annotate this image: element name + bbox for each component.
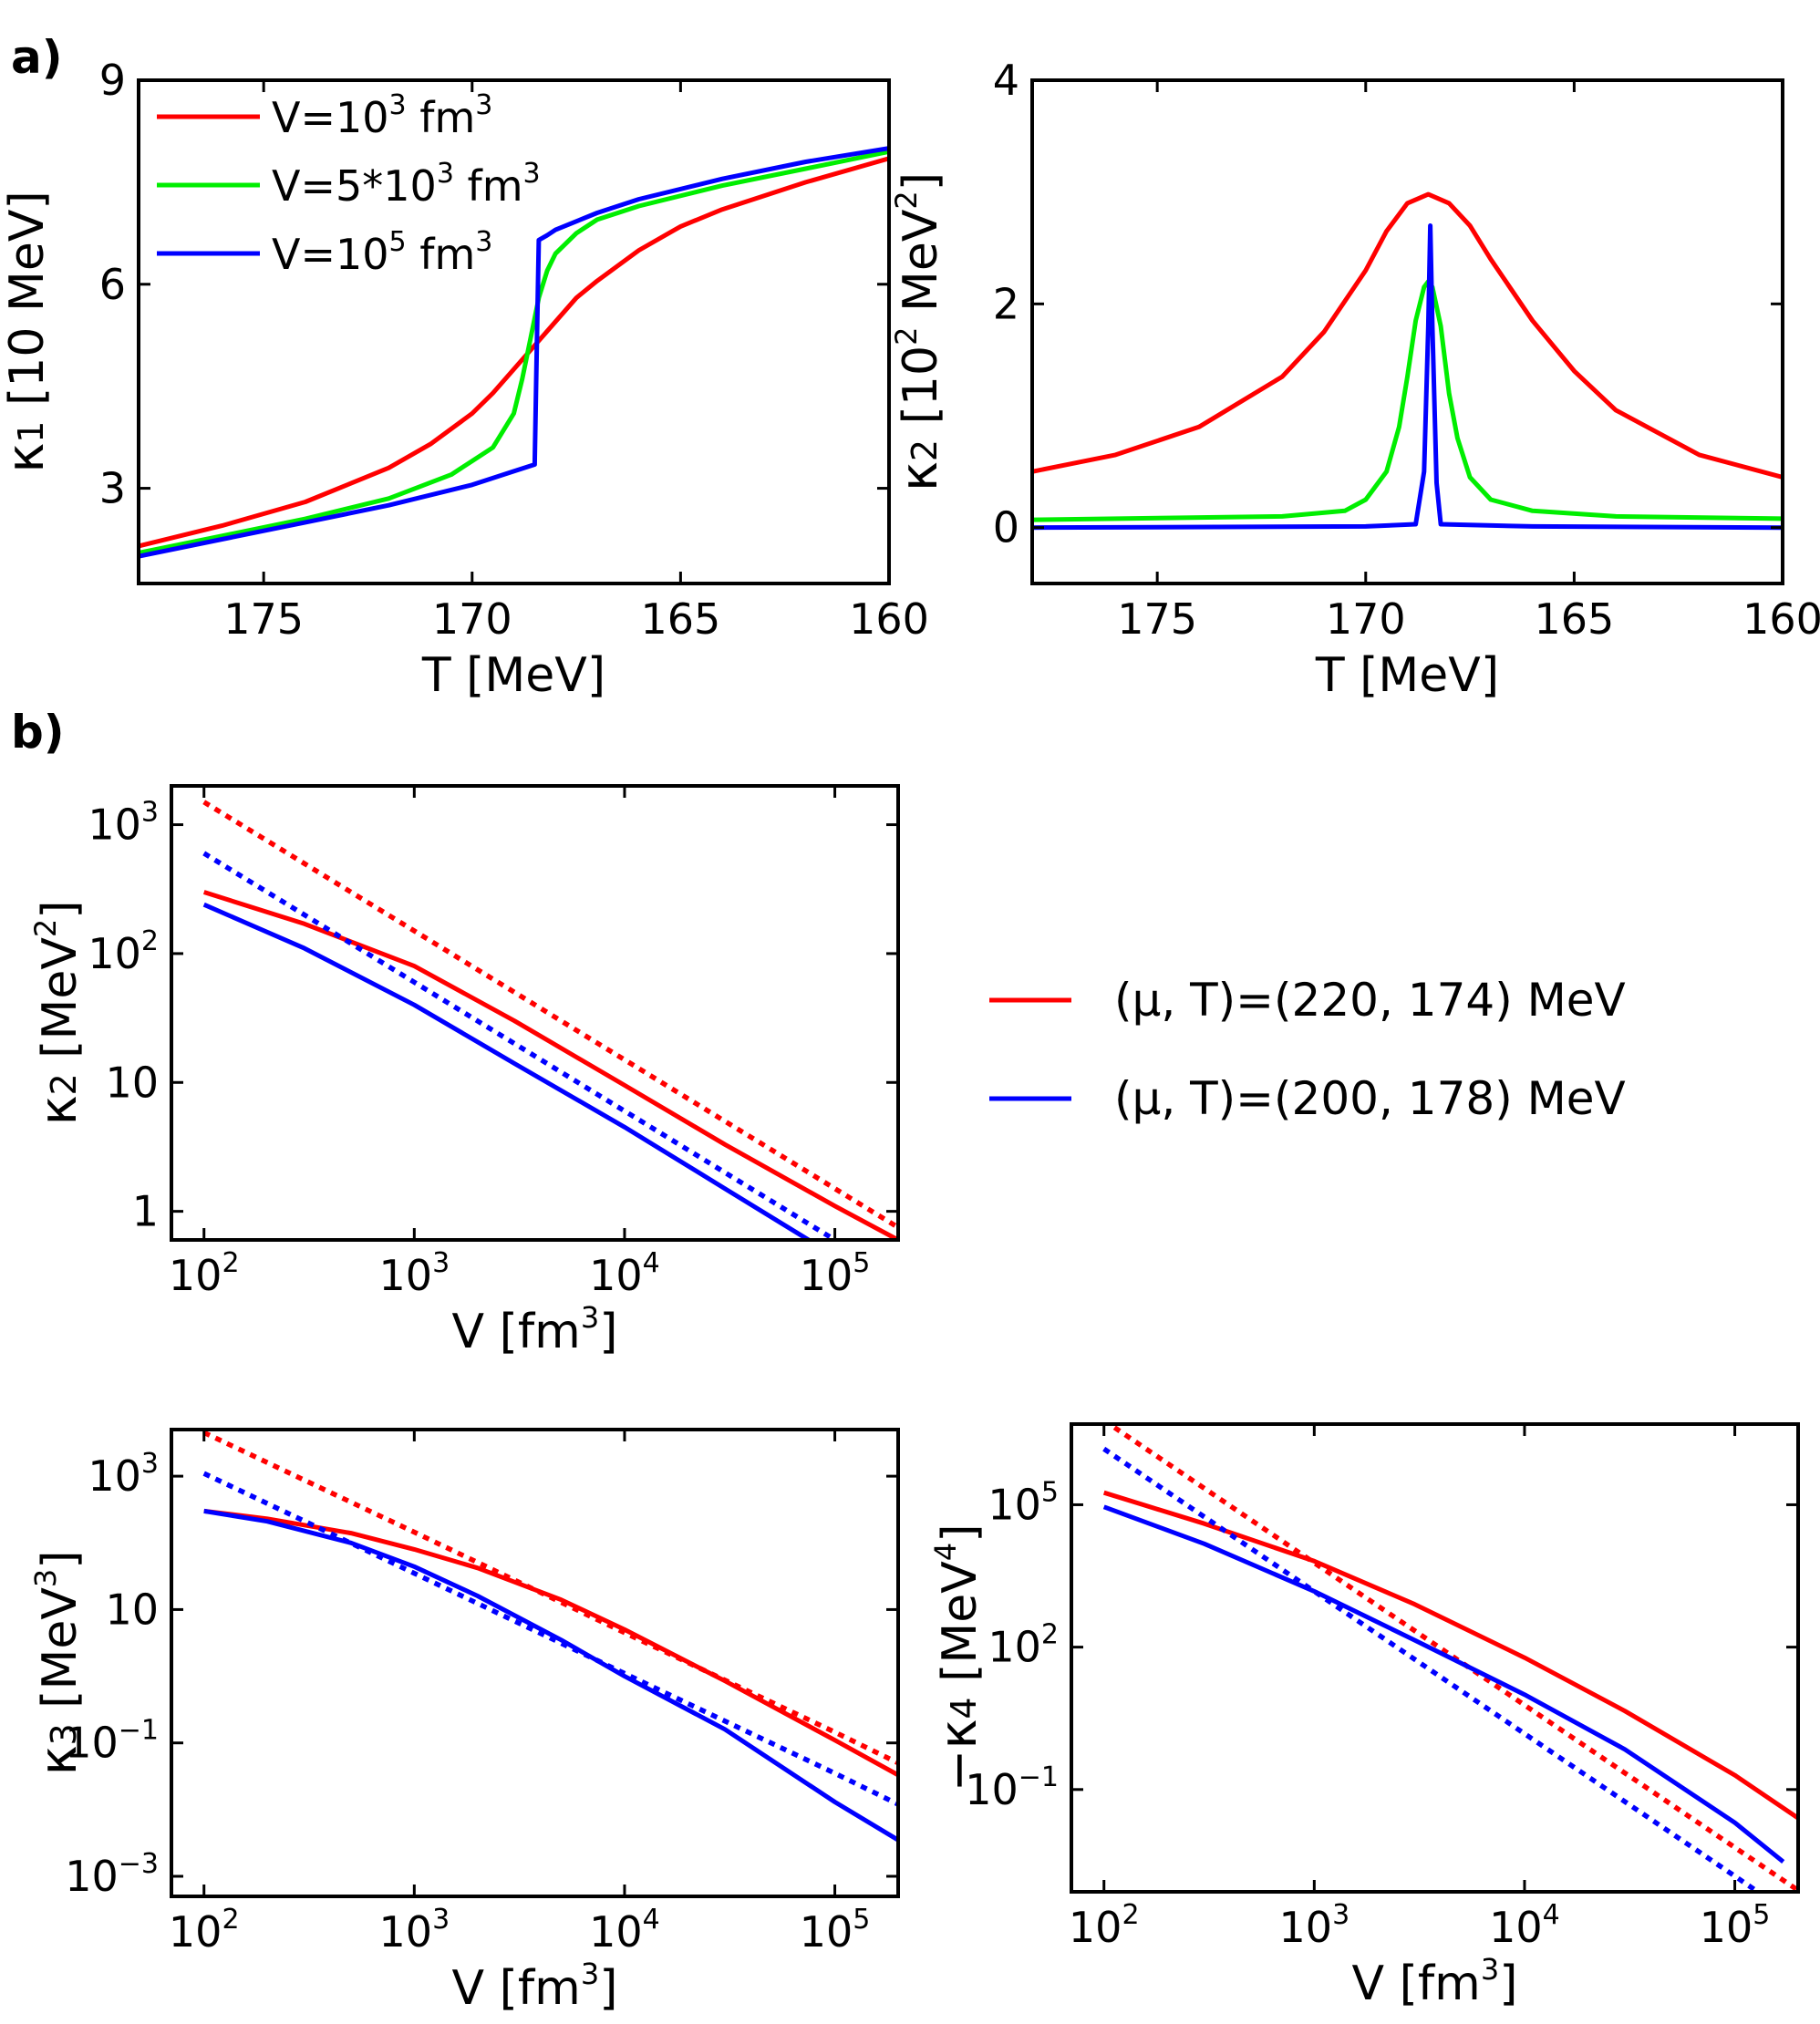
x-axis-label-b1: V [fm3]	[451, 1300, 617, 1359]
y-tick-label-b3-0: 10−1	[965, 1761, 1059, 1814]
y-tick-label-b3-1: 102	[988, 1619, 1059, 1672]
x-tick-label-a1-3: 160	[849, 594, 929, 644]
x-tick-label-b1-3: 105	[800, 1247, 871, 1300]
plot-frame-b3	[1070, 1422, 1800, 1894]
series-line-a1-0	[139, 156, 889, 549]
series-line-b3-2	[1102, 1504, 1785, 1864]
y-tick-label-b3-2: 105	[988, 1476, 1059, 1529]
series-line-b3-3	[1102, 1446, 1763, 1892]
series-line-b1-2	[202, 902, 813, 1240]
y-tick-label-b1-1: 10	[105, 1058, 159, 1107]
panel-label-b: b)	[11, 706, 65, 759]
x-axis-label-a2: T [MeV]	[1315, 648, 1499, 703]
x-tick-label-a1-2: 165	[640, 594, 720, 644]
series-line-b2-1	[202, 1430, 898, 1766]
chart-a2: 175 170 165 160 0 2 4 T [MeV] κ2 [102 MeV2]	[889, 56, 1820, 703]
x-tick-label-b1-1: 103	[379, 1247, 450, 1300]
x-tick-label-a2-3: 160	[1742, 594, 1820, 644]
series-line-b2-3	[202, 1471, 898, 1807]
y-tick-label-a1-2: 9	[99, 56, 126, 105]
x-tick-label-b2-1: 103	[379, 1904, 450, 1957]
y-tick-label-b2-2: 10	[105, 1585, 159, 1634]
series-line-b1-1	[202, 800, 898, 1230]
x-tick-label-b3-3: 105	[1700, 1899, 1771, 1952]
legend-label-a1-1: V=5*103 fm3	[272, 158, 541, 211]
x-tick-label-a2-1: 170	[1326, 594, 1406, 644]
plot-frame-a1	[137, 78, 891, 585]
y-axis-label-b1: κ2 [MeV2]	[28, 900, 88, 1125]
y-tick-label-b2-0: 10−3	[65, 1848, 159, 1901]
y-tick-label-a2-1: 2	[993, 279, 1019, 328]
x-tick-label-b2-3: 105	[800, 1904, 871, 1957]
y-axis-label-a2: κ2 [102 MeV2]	[889, 172, 949, 491]
series-line-a1-2	[139, 146, 889, 559]
series-line-b2-0	[203, 1508, 898, 1778]
y-tick-label-a2-2: 4	[993, 56, 1019, 105]
x-tick-label-b3-0: 102	[1069, 1899, 1140, 1952]
x-tick-label-b1-2: 104	[589, 1247, 660, 1300]
x-axis-label-b2: V [fm3]	[451, 1957, 617, 2016]
x-tick-label-a1-0: 175	[223, 594, 304, 644]
legend-label-a1-0: V=103 fm3	[272, 89, 492, 142]
x-tick-label-b2-2: 104	[589, 1904, 660, 1957]
series-line-a2-2	[1032, 223, 1783, 531]
y-tick-label-a2-0: 0	[993, 503, 1019, 552]
y-tick-label-b1-2: 102	[88, 925, 159, 978]
x-tick-label-b3-1: 103	[1279, 1899, 1350, 1952]
series-line-b1-3	[202, 851, 840, 1240]
legend-label-a1-2: V=105 fm3	[272, 226, 492, 279]
x-tick-label-b1-0: 102	[169, 1247, 240, 1300]
plot-frame-b2	[170, 1428, 900, 1898]
y-axis-label-a1: κ1 [10 MeV]	[0, 191, 56, 472]
series-line-b1-0	[202, 890, 898, 1240]
chart-a1: 175 170 165 160 3 6 9 T [MeV] κ1 [10 MeV] V=103 f…	[0, 56, 929, 703]
series-line-b3-1	[1104, 1424, 1798, 1892]
x-tick-label-a1-1: 170	[432, 594, 512, 644]
x-axis-label-b3: V [fm3]	[1351, 1952, 1517, 2011]
y-tick-label-b1-3: 103	[88, 797, 159, 850]
x-tick-label-b2-0: 102	[169, 1904, 240, 1957]
panel-label-a: a)	[11, 31, 63, 84]
x-axis-label-a1: T [MeV]	[421, 648, 605, 703]
y-tick-label-a1-1: 6	[99, 260, 126, 309]
legend-label-b1-1: (μ, T)=(200, 178) MeV	[1114, 1072, 1626, 1125]
series-line-a2-1	[1032, 279, 1783, 522]
series-line-b2-2	[203, 1508, 898, 1843]
series-line-a2-0	[1032, 191, 1783, 480]
y-tick-label-b2-1: 10−1	[65, 1715, 159, 1768]
y-axis-label-b3: −κ4 [MeV4]	[928, 1523, 988, 1792]
plot-frame-b1	[170, 784, 900, 1242]
chart-b3: 102 103 104 105 10−1 102 105 V [fm3] −κ4 [MeV4]	[928, 1422, 1800, 2011]
series-line-a1-1	[139, 149, 889, 555]
y-axis-label-b2: κ3 [MeV3]	[28, 1550, 88, 1775]
y-tick-label-a1-0: 3	[99, 464, 126, 513]
x-tick-label-a2-0: 175	[1117, 594, 1197, 644]
x-tick-label-b3-2: 104	[1489, 1899, 1560, 1952]
series-line-b3-0	[1102, 1490, 1798, 1821]
y-tick-label-b1-0: 1	[132, 1187, 159, 1236]
legend-label-b1-0: (μ, T)=(220, 174) MeV	[1114, 974, 1626, 1027]
plot-frame-a2	[1030, 78, 1784, 585]
x-tick-label-a2-2: 165	[1534, 594, 1614, 644]
y-tick-label-b2-3: 103	[88, 1448, 159, 1501]
